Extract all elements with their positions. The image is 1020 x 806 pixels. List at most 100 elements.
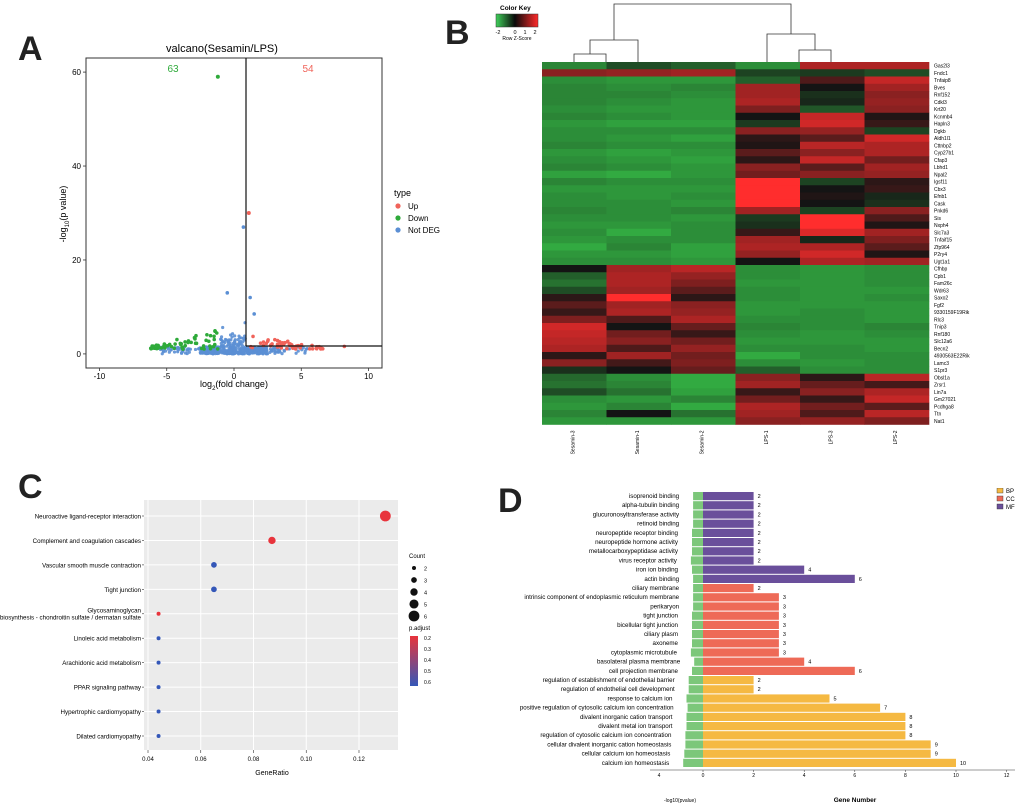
heatmap-cell xyxy=(542,359,607,367)
heatmap-cell xyxy=(735,112,801,121)
notdeg-point xyxy=(225,291,230,295)
term-label: Neuroactive ligand-receptor interaction xyxy=(35,514,142,521)
heatmap-cell xyxy=(671,149,736,157)
notdeg-point xyxy=(242,349,246,354)
up-point-outlier xyxy=(246,211,251,215)
enrichment-dot xyxy=(211,562,217,568)
heatmap-cell xyxy=(864,178,930,186)
column-label: Sesamin-3 xyxy=(570,430,576,454)
notdeg-point xyxy=(255,348,260,352)
heatmap-cell xyxy=(735,214,801,222)
gene-count-label: 3 xyxy=(783,650,786,656)
heatmap-cell xyxy=(735,83,801,92)
heatmap-cell xyxy=(542,417,607,425)
heatmap-cell xyxy=(542,272,607,280)
heatmap-cell xyxy=(864,344,930,353)
heatmap-cell xyxy=(606,381,672,389)
notdeg-point xyxy=(220,339,224,343)
heatmap-cell xyxy=(542,337,607,346)
panel-label-c: C xyxy=(18,468,43,506)
heatmap-cell xyxy=(800,373,865,382)
down-point xyxy=(201,344,206,348)
kegg-dotplot: Neuroactive ligand-receptor interaction C… xyxy=(0,500,431,777)
down-point xyxy=(159,346,164,350)
heatmap-cell xyxy=(735,120,801,128)
gene-label: Obsl1a xyxy=(934,375,950,381)
notdeg-point xyxy=(206,346,210,350)
notdeg-point xyxy=(258,345,263,350)
go-term-label: cytoplasmic microtubule xyxy=(611,649,678,656)
heatmap-cell xyxy=(735,337,801,346)
notdeg-point xyxy=(225,344,229,348)
up-point xyxy=(258,341,263,345)
down-point xyxy=(213,329,217,333)
volcano-legend: Up Down Not DEG xyxy=(395,202,440,235)
gene-count-label: 7 xyxy=(884,706,887,712)
notdeg-point xyxy=(221,347,225,351)
pvalue-bar xyxy=(683,758,703,767)
gene-label: P2ry4 xyxy=(934,252,947,258)
gene-count-bar xyxy=(703,620,779,629)
heatmap-cell xyxy=(864,286,930,295)
x-tick-label: 0.04 xyxy=(142,757,154,763)
heatmap-cell xyxy=(671,83,736,92)
go-term-label: retinoid binding xyxy=(637,521,680,528)
notdeg-point xyxy=(303,349,307,353)
heatmap-cell xyxy=(864,402,930,411)
heatmap-cell xyxy=(735,381,801,389)
gene-count-bar xyxy=(703,556,754,565)
heatmap-cell xyxy=(864,373,930,382)
notdeg-point xyxy=(172,350,177,354)
heatmap-cell xyxy=(800,214,865,222)
heatmap-cell xyxy=(671,221,736,230)
notdeg-point xyxy=(223,340,227,345)
gene-label: Gas2l3 xyxy=(934,64,950,70)
notdeg-point xyxy=(211,352,215,356)
heatmap-cell xyxy=(735,373,801,382)
heatmap-cell xyxy=(671,417,736,425)
y-tick-label: 40 xyxy=(72,162,81,171)
notdeg-point xyxy=(241,352,245,356)
notdeg-point xyxy=(228,351,232,355)
heatmap-cell xyxy=(606,76,672,85)
gene-count-label: 2 xyxy=(758,503,761,509)
heatmap-cell xyxy=(800,185,865,193)
color-key-bar xyxy=(495,13,539,28)
gene-label: Rnf152 xyxy=(934,93,950,99)
gene-count-bar xyxy=(703,510,754,519)
heatmap-cell xyxy=(606,402,672,411)
volcano-legend-title: type xyxy=(394,188,411,198)
pvalue-bar xyxy=(687,703,703,712)
x-tick-label: 10 xyxy=(364,372,373,381)
heatmap-cell xyxy=(542,112,607,121)
heatmap-cell xyxy=(800,149,865,157)
up-point xyxy=(266,338,270,342)
x-tick-label: 0.10 xyxy=(300,757,312,763)
notdeg-point xyxy=(282,348,286,353)
go-term-label: cellular calcium ion homeostasis xyxy=(582,751,671,758)
heatmap-cell xyxy=(542,315,607,324)
heatmap-cell xyxy=(671,337,736,346)
heatmap-cell xyxy=(864,265,930,273)
heatmap-cell xyxy=(671,236,736,244)
heatmap-cell xyxy=(542,149,607,157)
legend-up-label: Up xyxy=(408,202,419,211)
pvalue-bar xyxy=(684,749,703,758)
go-right-axis-label: Gene Number xyxy=(834,797,877,804)
heatmap-cell xyxy=(864,214,930,222)
up-point xyxy=(250,345,255,350)
heatmap-cell xyxy=(606,308,672,317)
heatmap-cell xyxy=(864,127,930,135)
gene-label: Efnb1 xyxy=(934,194,947,200)
heatmap-cell xyxy=(800,236,865,244)
heatmap-cell xyxy=(542,170,607,179)
padjust-tick-label: 0.3 xyxy=(424,647,431,653)
heatmap-cell xyxy=(542,221,607,230)
heatmap-cell xyxy=(800,141,865,150)
heatmap-cell xyxy=(671,127,736,135)
heatmap-cell xyxy=(606,83,672,92)
term-label: Arachidonic acid metabolism xyxy=(62,660,141,667)
gene-label: Pnkd6 xyxy=(934,209,948,215)
gene-count-label: 8 xyxy=(909,715,912,721)
padjust-tick-label: 0.4 xyxy=(424,658,431,664)
